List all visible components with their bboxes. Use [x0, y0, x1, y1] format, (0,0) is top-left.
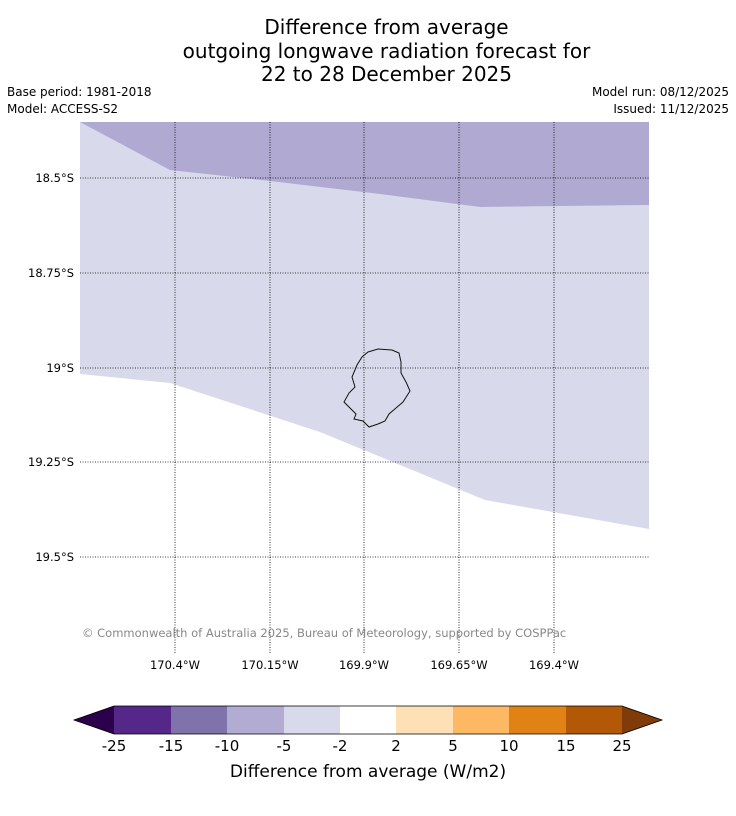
meta-left: Base period: 1981-2018 Model: ACCESS-S2: [7, 84, 152, 117]
colorbar-segment-7: [453, 706, 509, 734]
colorbar-title: Difference from average (W/m2): [229, 762, 507, 782]
lat-label-2: 18.75°S: [28, 266, 74, 280]
colorbar-outline: [72, 705, 664, 735]
colorbar-tick-10: 25: [612, 737, 632, 755]
model-name: Model: ACCESS-S2: [7, 101, 119, 116]
colorbar-tick-7: 5: [448, 737, 458, 755]
title-line-3: 22 to 28 December 2025: [260, 62, 512, 86]
title-line-2: outgoing longwave radiation forecast for: [182, 38, 591, 63]
longitude-gridlines: [174, 122, 555, 653]
base-period: Base period: 1981-2018: [7, 85, 152, 99]
colorbar-segment-6: [396, 706, 453, 734]
issued-date: Issued: 11/12/2025: [613, 101, 729, 116]
meta-right: Model run: 08/12/2025 Issued: 11/12/2025: [592, 84, 729, 117]
colorbar-tick-3: -10: [214, 737, 240, 755]
colorbar-segment-3: [227, 706, 284, 734]
colorbar-extend-low: [74, 706, 114, 734]
colorbar-tick-2: -15: [158, 737, 184, 755]
colorbar-segment-1: [114, 706, 171, 734]
colorbar-segment-9: [566, 706, 622, 734]
colorbar-tick-4: -5: [276, 737, 292, 755]
region-light-purple: [80, 122, 649, 529]
island-coastline: [343, 348, 411, 428]
lat-label-4: 19.25°S: [28, 455, 74, 469]
chart-title: Difference from average outgoing longwav…: [0, 15, 736, 87]
colorbar-tick-6: 2: [391, 737, 401, 755]
lon-label-2: 170.15°W: [241, 658, 299, 672]
lat-label-3: 19°S: [46, 361, 74, 375]
colorbar-tick-5: -2: [332, 737, 348, 755]
colorbar-tick-9: 15: [556, 737, 576, 755]
lon-label-3: 169.9°W: [338, 658, 390, 672]
region-medium-purple: [80, 122, 649, 207]
model-run: Model run: 08/12/2025: [591, 85, 729, 99]
colorbar-segment-5: [340, 706, 396, 734]
lon-label-1: 170.4°W: [149, 658, 201, 672]
title-line-1: Difference from average: [264, 15, 509, 39]
lat-label-5: 19.5°S: [35, 550, 74, 564]
colorbar-segment-8: [509, 706, 566, 734]
colorbar-tick-8: 10: [499, 737, 519, 755]
lon-label-5: 169.4°W: [528, 658, 580, 672]
lon-label-4: 169.65°W: [430, 658, 488, 672]
colorbar-segment-2: [171, 706, 227, 734]
colorbar-extend-high: [622, 706, 662, 734]
lat-label-1: 18.5°S: [35, 171, 74, 185]
copyright-notice: © Commonwealth of Australia 2025, Bureau…: [82, 626, 567, 640]
colorbar-tick-1: -25: [101, 737, 127, 755]
colorbar-segment-4: [284, 706, 340, 734]
